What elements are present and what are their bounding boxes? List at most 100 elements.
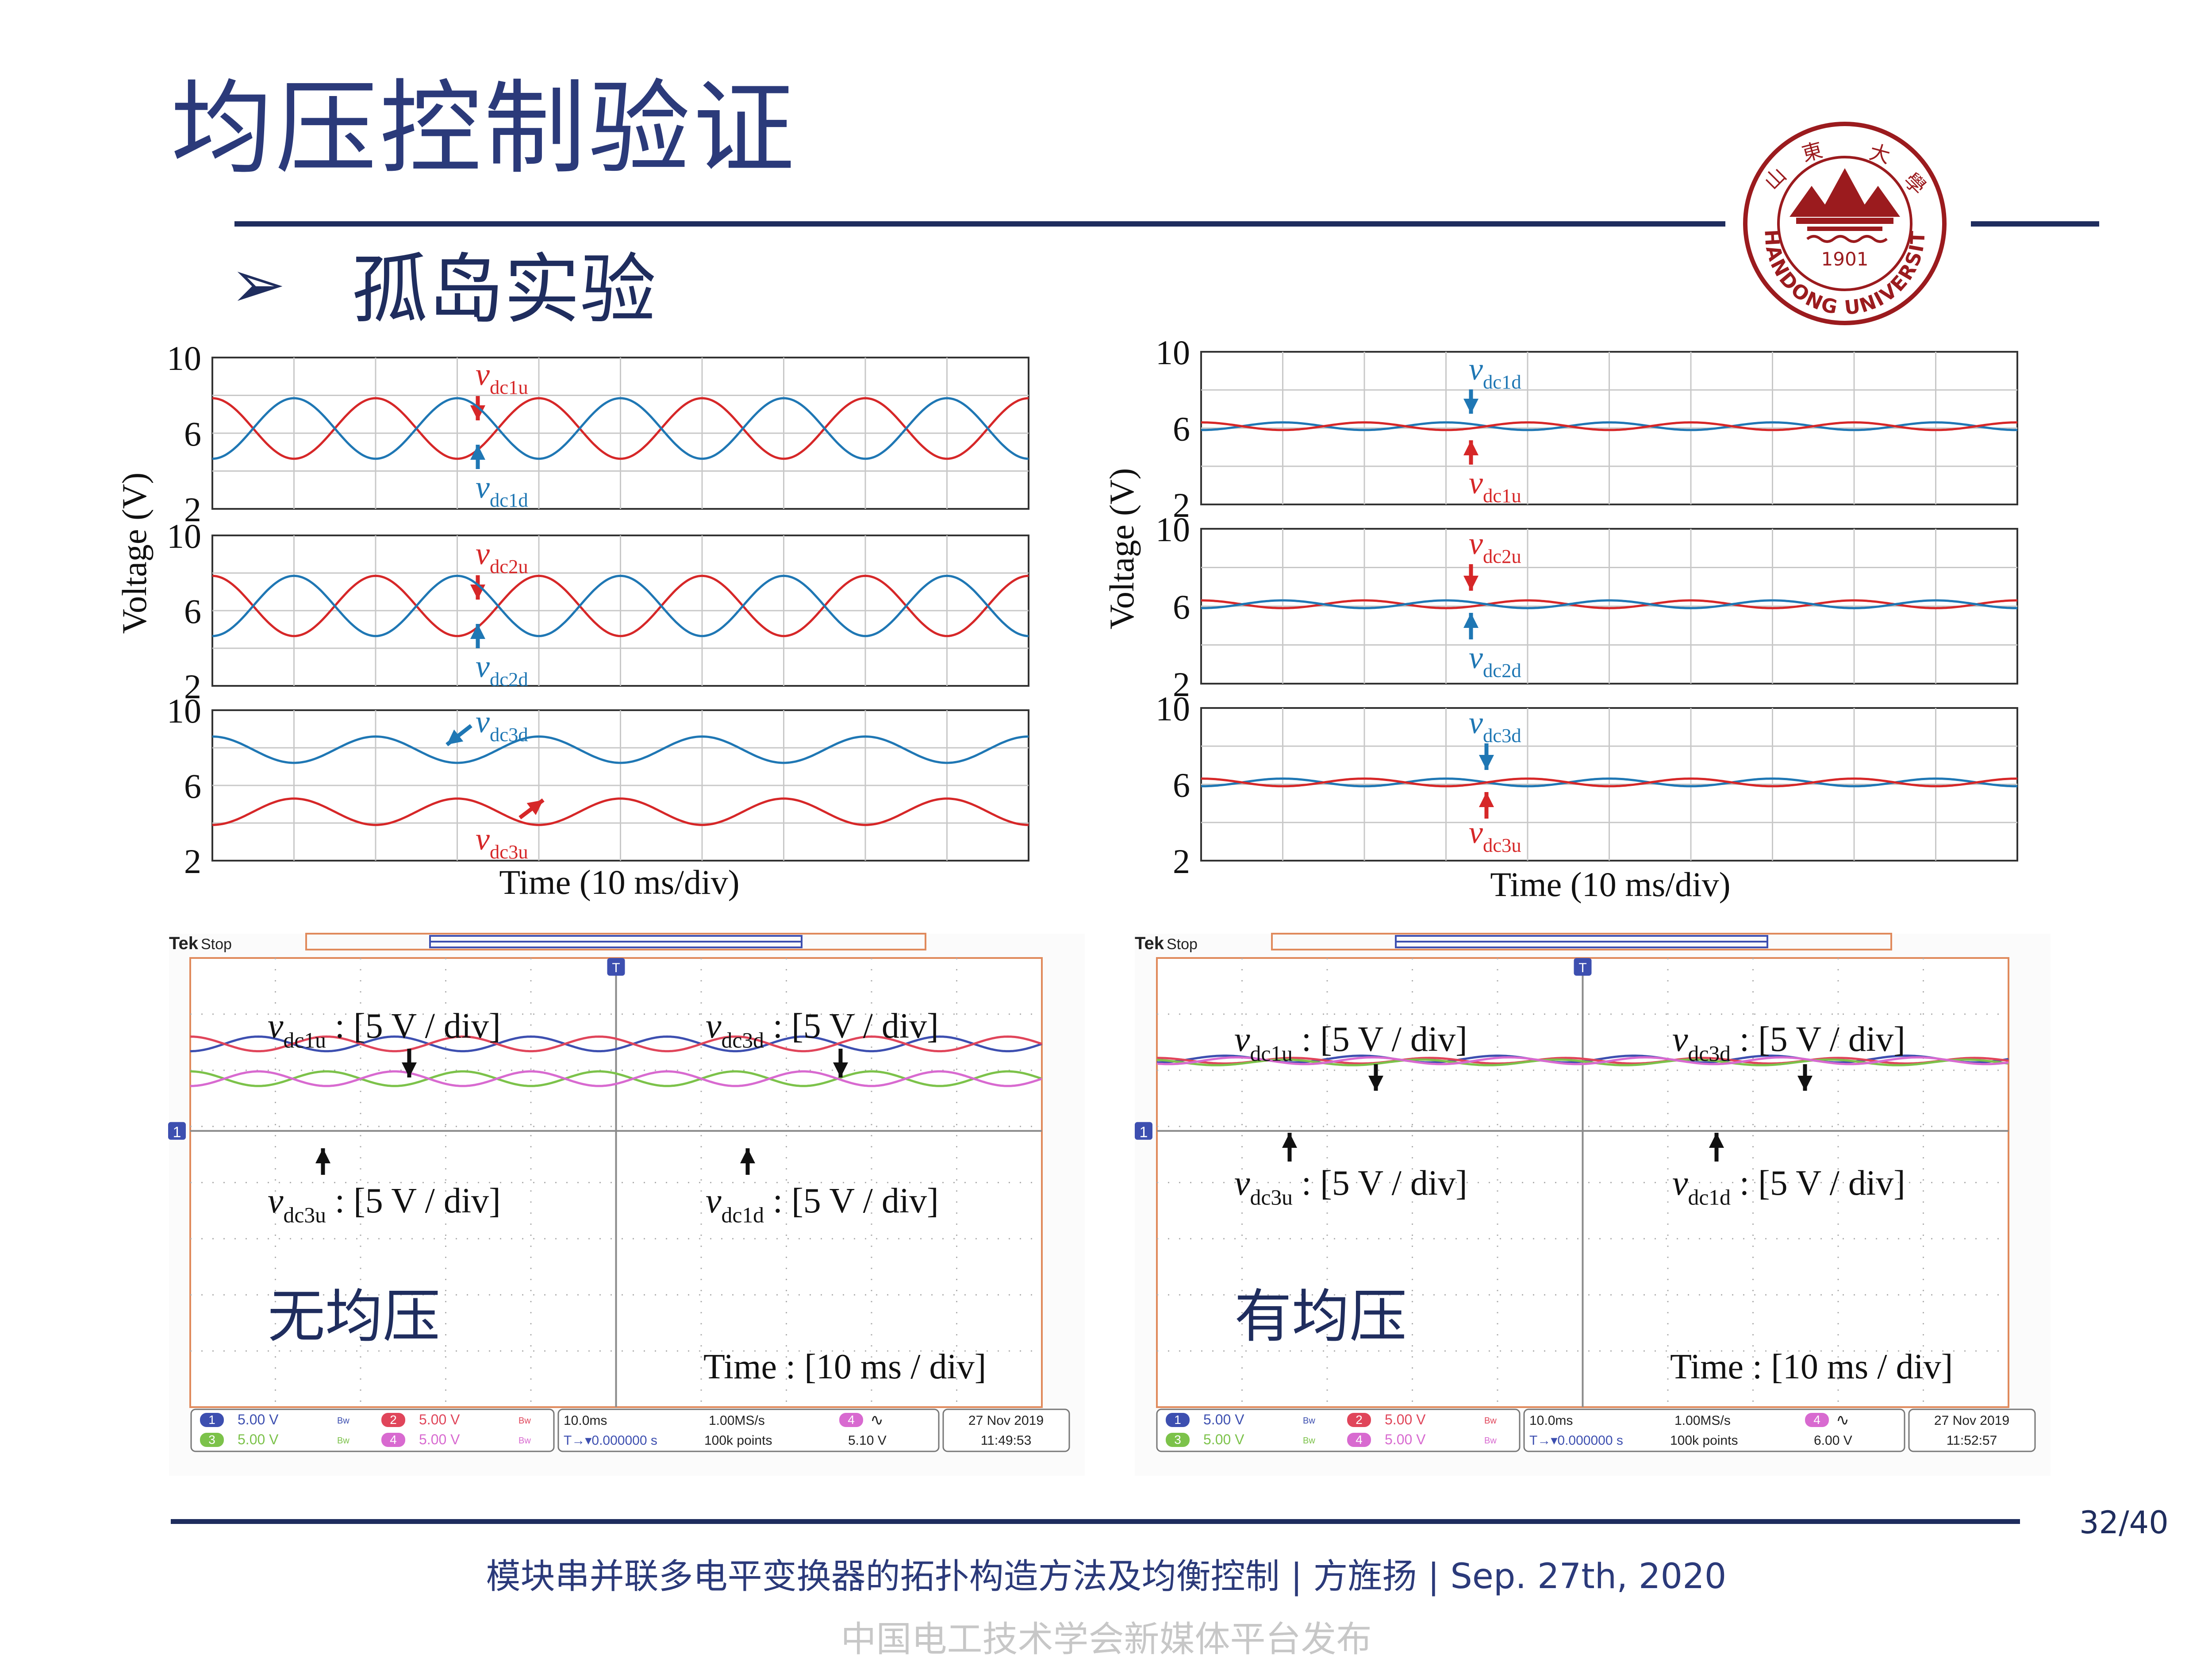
tick-label-y: 10 <box>167 692 201 730</box>
series-arrow-vdc3u <box>1479 792 1494 819</box>
bullet-arrow-icon: ➢ <box>230 246 286 323</box>
series-line-vdc3u <box>212 797 1029 826</box>
trace-label-dc3d: vdc3d : [5 V / div] <box>706 1007 939 1052</box>
series-label-vdc1u: vdc1u <box>1469 465 1521 507</box>
trace-arrow-1 <box>1368 1064 1383 1091</box>
timebase-value: 10.0ms <box>564 1413 607 1428</box>
scope-time-label: Time : [10 ms / div] <box>1670 1347 1953 1386</box>
subplot-1: 10 6 2 vdc1d vdc1u <box>1156 333 2018 524</box>
trace-label-dc1u: vdc1u : [5 V / div] <box>268 1007 501 1052</box>
logo-year: 1901 <box>1821 248 1869 270</box>
series-line-vdc1u <box>212 397 1029 460</box>
series-label-vdc1d: vdc1d <box>476 469 528 511</box>
tick-label-y: 2 <box>184 667 201 706</box>
university-logo: SHANDONG UNIVERSITY 山 東 大 學 1901 <box>1733 102 1949 327</box>
tick-label-y: 10 <box>1156 689 1190 728</box>
trigger-slope-icon: ∿ <box>870 1411 883 1429</box>
ground-marker-label: 1 <box>173 1124 181 1141</box>
trace-ch4 <box>190 1070 1042 1087</box>
channel-1-scale: 5.00 V <box>1203 1412 1244 1427</box>
series-line-vdc2u <box>212 574 1029 637</box>
bandwidth-limit-icon: Bw <box>337 1416 349 1426</box>
series-label-vdc1u: vdc1u <box>476 357 528 398</box>
channel-3-scale: 5.00 V <box>238 1431 279 1447</box>
series-arrow-vdc3u <box>518 798 545 819</box>
trace-label-dc3u: vdc3u : [5 V / div] <box>268 1181 501 1227</box>
trigger-position-icon <box>1574 958 1592 976</box>
channel-2-badge-icon <box>1347 1413 1371 1427</box>
series-label-vdc3d: vdc3d <box>476 704 528 746</box>
section-subtitle: 孤岛实验 <box>352 245 656 334</box>
channel-4-scale: 5.00 V <box>419 1431 460 1447</box>
footer-rule <box>171 1519 2020 1524</box>
record-bar <box>305 933 926 950</box>
channel-2-scale: 5.00 V <box>419 1412 460 1427</box>
channel-2-scale: 5.00 V <box>1385 1412 1426 1427</box>
series-label-vdc1d: vdc1d <box>1469 351 1521 393</box>
trigger-channel-label: 4 <box>848 1413 855 1427</box>
channel-3-badge-label: 3 <box>208 1433 215 1447</box>
axis-label-y: Voltage (V) <box>115 473 154 634</box>
trigger-position-icon <box>607 958 625 976</box>
datetime-readout-box <box>1908 1408 2036 1452</box>
trigger-position-label: T <box>1578 961 1586 975</box>
tick-label-y: 6 <box>1173 588 1190 626</box>
trace-arrow-2 <box>833 1049 848 1077</box>
trace-ch1 <box>190 1035 1042 1053</box>
footer-citation: 模块串并联多电平变换器的拓扑构造方法及均衡控制 | 方旌扬 | Sep. 27t… <box>486 1557 1727 1597</box>
scope-brand: Tek Stop <box>1135 934 1198 953</box>
title-rule-right <box>1971 221 2099 227</box>
scope-caption: 有均压 <box>1234 1283 1407 1350</box>
series-line-vdc3d <box>1201 777 2017 788</box>
channel-1-badge-icon <box>200 1413 224 1427</box>
capture-date: 27 Nov 2019 <box>1934 1413 2009 1428</box>
series-label-vdc2u: vdc2u <box>1469 526 1521 567</box>
tick-label-y: 6 <box>184 767 201 805</box>
capture-time: 11:49:53 <box>981 1433 1032 1448</box>
trace-label-dc3d: vdc3d : [5 V / div] <box>1672 1020 1905 1066</box>
trace-label-dc1d: vdc1d : [5 V / div] <box>1672 1164 1905 1209</box>
series-label-vdc3d: vdc3d <box>1469 705 1521 746</box>
trigger-level-value: 6.00 V <box>1814 1433 1852 1448</box>
channel-1-badge-label: 1 <box>208 1413 215 1427</box>
tick-label-y: 10 <box>1156 333 1190 372</box>
trace-arrow-2 <box>1797 1064 1813 1091</box>
tick-label-y: 6 <box>184 592 201 631</box>
series-line-vdc2d <box>212 574 1029 637</box>
trigger-channel-badge-icon <box>1805 1413 1829 1427</box>
channel-4-scale: 5.00 V <box>1385 1431 1426 1447</box>
tick-label-y: 10 <box>167 517 201 555</box>
series-label-vdc2d: vdc2d <box>476 649 528 690</box>
series-arrow-vdc1d <box>470 445 485 469</box>
channel-3-badge-icon <box>1166 1433 1190 1447</box>
sample-rate-value: 1.00MS/s <box>1674 1413 1731 1428</box>
trace-arrow-4 <box>740 1148 755 1175</box>
capture-date: 27 Nov 2019 <box>968 1413 1044 1428</box>
axis-label-y: Voltage (V) <box>1102 468 1141 630</box>
subplot-1: 10 6 2 vdc1u vdc1d <box>167 339 1029 529</box>
title-rule-left <box>234 221 1725 227</box>
trigger-level-value: 5.10 V <box>848 1433 887 1448</box>
sample-rate-value: 1.00MS/s <box>709 1413 765 1428</box>
trace-label-dc3u: vdc3u : [5 V / div] <box>1234 1164 1467 1209</box>
trace-ch4 <box>1156 1056 2009 1066</box>
tick-label-y: 6 <box>1173 766 1190 804</box>
bandwidth-limit-icon: Bw <box>1484 1436 1497 1446</box>
channel-2-badge-icon <box>381 1413 405 1427</box>
trigger-channel-label: 4 <box>1813 1413 1820 1427</box>
record-length-value: 100k points <box>1670 1433 1738 1448</box>
series-line-vdc1u <box>1201 421 2017 431</box>
series-arrow-vdc2u <box>1463 564 1479 591</box>
trace-arrow-3 <box>315 1148 330 1175</box>
subplot-3: 10 6 2 vdc3d vdc3u <box>1156 689 2018 881</box>
trigger-slope-icon: ∿ <box>1836 1411 1849 1429</box>
series-line-vdc3d <box>212 735 1029 764</box>
channel-2-badge-label: 2 <box>1356 1413 1363 1427</box>
capture-time: 11:52:57 <box>1947 1433 1997 1448</box>
series-line-vdc3u <box>1201 777 2017 788</box>
tick-label-y: 10 <box>167 339 201 377</box>
scope-time-label: Time : [10 ms / div] <box>703 1347 986 1386</box>
channel-3-scale: 5.00 V <box>1203 1431 1244 1447</box>
